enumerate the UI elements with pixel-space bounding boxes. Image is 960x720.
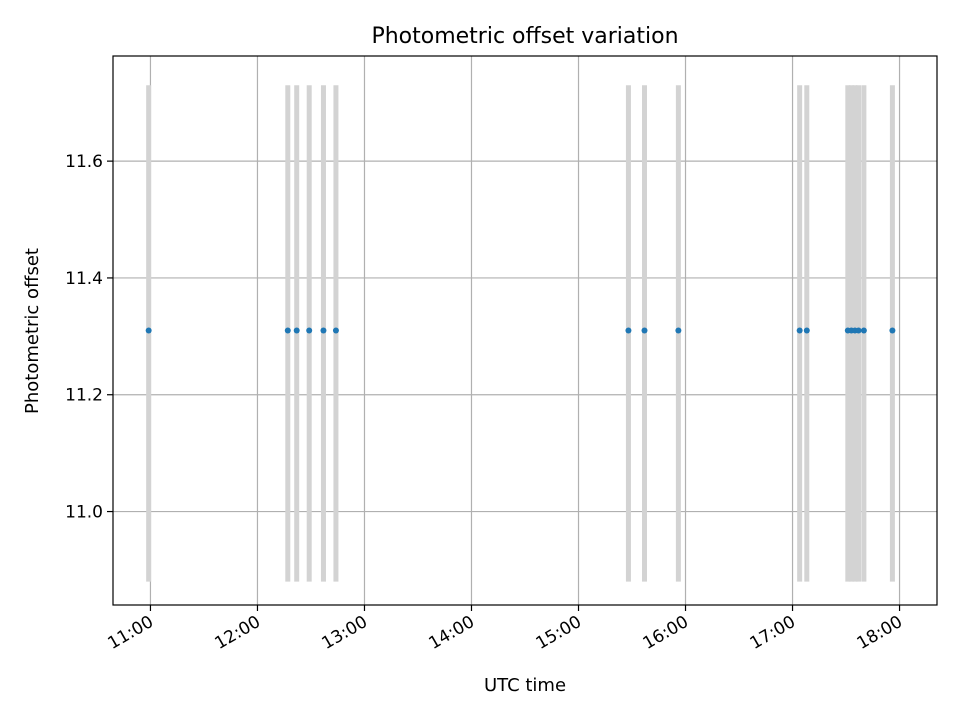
data-point [675, 327, 682, 334]
grid-lines [113, 56, 937, 605]
x-tick-label: 12:00 [212, 612, 264, 654]
x-tick-label: 15:00 [533, 612, 585, 654]
data-point [889, 327, 896, 334]
data-points [145, 327, 896, 334]
data-point [796, 327, 803, 334]
data-point [320, 327, 327, 334]
y-tick-label: 11.2 [65, 386, 103, 406]
y-tick-label: 11.6 [65, 152, 103, 172]
x-tick-label: 16:00 [640, 612, 692, 654]
x-tick-label: 13:00 [319, 612, 371, 654]
x-tick-label: 14:00 [426, 612, 478, 654]
plot-frame [112, 55, 938, 606]
data-point [625, 327, 632, 334]
x-tick-label: 18:00 [854, 612, 906, 654]
x-axis-label: UTC time [484, 675, 566, 696]
y-tick-label: 11.4 [65, 269, 103, 289]
y-axis-ticks: 11.0 11.2 11.4 11.6 [65, 152, 113, 523]
data-point [284, 327, 291, 334]
data-point [860, 327, 867, 334]
data-point [332, 327, 339, 334]
y-axis-label: Photometric offset [22, 248, 43, 414]
data-point [641, 327, 648, 334]
error-bars [146, 85, 895, 582]
data-point [306, 327, 313, 334]
x-axis-ticks: 11:00 12:00 13:00 14:00 15:00 16:00 17:00 18:00 [105, 605, 906, 654]
data-point [803, 327, 810, 334]
chart-title: Photometric offset variation [371, 24, 678, 49]
x-tick-label: 11:00 [105, 612, 157, 654]
data-point [293, 327, 300, 334]
data-point [855, 327, 862, 334]
x-tick-label: 17:00 [747, 612, 799, 654]
data-point [145, 327, 152, 334]
y-tick-label: 11.0 [65, 503, 103, 523]
